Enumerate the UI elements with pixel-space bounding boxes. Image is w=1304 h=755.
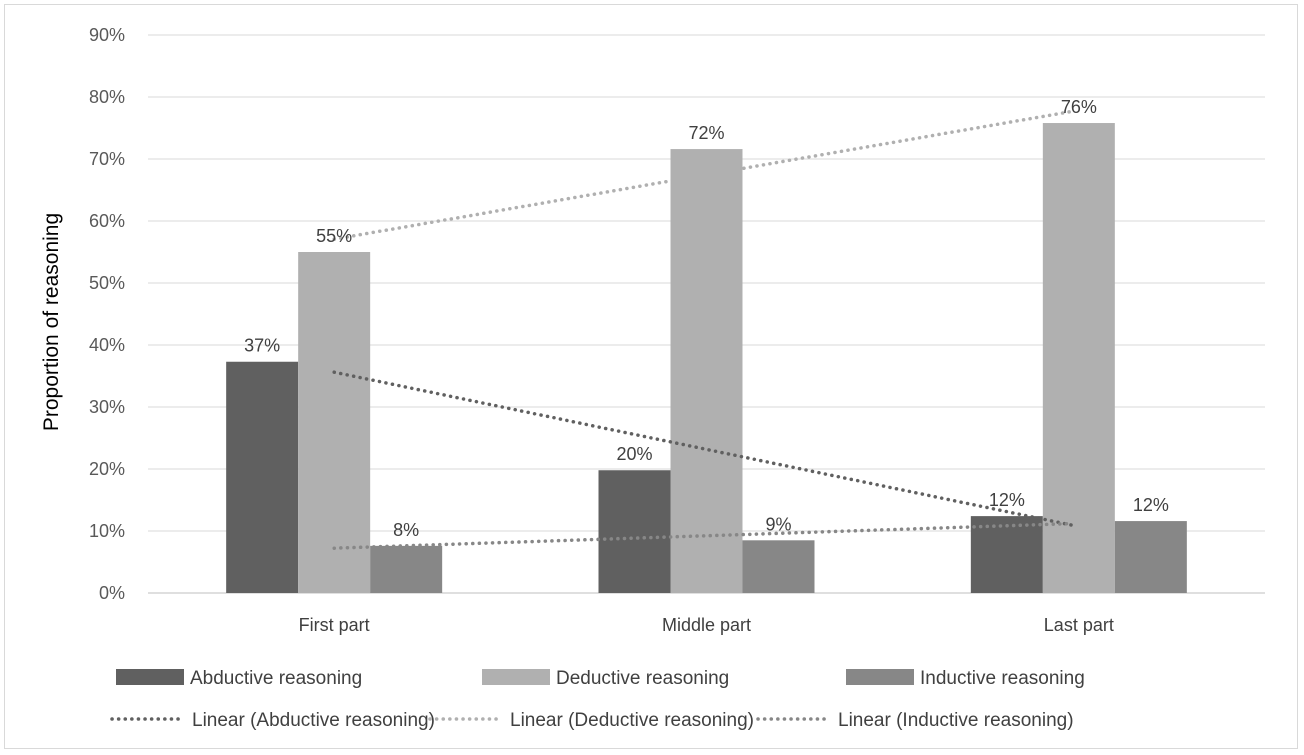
bars — [226, 123, 1187, 593]
data-label: 55% — [316, 226, 352, 246]
bar-deductive-reasoning-middle-part — [670, 149, 743, 593]
x-category-label: First part — [299, 615, 370, 635]
x-axis-categories: First part Middle part Last part — [299, 615, 1114, 635]
data-label: 20% — [616, 444, 652, 464]
legend-swatch-deductive-reasoning — [482, 669, 550, 685]
data-label: 12% — [989, 490, 1025, 510]
y-tick-label: 90% — [89, 25, 125, 45]
legend-swatch-inductive-reasoning — [846, 669, 914, 685]
chart-frame — [4, 4, 1298, 749]
y-tick-label: 50% — [89, 273, 125, 293]
legend-label: Inductive reasoning — [920, 668, 1085, 689]
y-tick-label: 70% — [89, 149, 125, 169]
data-label: 76% — [1061, 97, 1097, 117]
bar-abductive-reasoning-last-part — [970, 516, 1043, 593]
trendline-abductive-reasoning — [332, 370, 1074, 527]
trendline-inductive-reasoning — [332, 521, 1074, 550]
bar-inductive-reasoning-first-part — [370, 545, 443, 593]
legend-label: Abductive reasoning — [190, 668, 362, 689]
legend-trendline-label: Linear (Deductive reasoning) — [510, 710, 754, 731]
y-tick-label: 80% — [89, 87, 125, 107]
bar-inductive-reasoning-middle-part — [742, 540, 815, 593]
legend-swatch-abductive-reasoning — [116, 669, 184, 685]
x-category-label: Middle part — [662, 615, 751, 635]
data-label: 9% — [765, 514, 791, 534]
data-labels: 37% 55% 8% 20% 72% 9% 12% 76% 12% — [244, 97, 1169, 540]
data-label: 72% — [688, 123, 724, 143]
y-tick-label: 40% — [89, 335, 125, 355]
y-tick-label: 10% — [89, 521, 125, 541]
legend: Abductive reasoning Deductive reasoning In… — [110, 668, 1085, 731]
data-label: 37% — [244, 336, 280, 356]
y-tick-label: 60% — [89, 211, 125, 231]
data-label: 12% — [1133, 495, 1169, 515]
y-tick-label: 0% — [99, 583, 125, 603]
y-axis-label: Proportion of reasoning — [40, 213, 63, 431]
y-tick-label: 20% — [89, 459, 125, 479]
bar-inductive-reasoning-last-part — [1114, 521, 1187, 593]
trendlines — [332, 109, 1074, 550]
legend-trendline-label: Linear (Inductive reasoning) — [838, 710, 1074, 731]
y-axis-ticks: 0% 10% 20% 30% 40% 50% 60% 70% 80% 90% — [89, 25, 125, 603]
legend-label: Deductive reasoning — [556, 668, 729, 689]
bar-deductive-reasoning-last-part — [1042, 123, 1115, 593]
legend-trendline-label: Linear (Abductive reasoning) — [192, 710, 435, 731]
data-label: 8% — [393, 520, 419, 540]
bar-abductive-reasoning-middle-part — [598, 470, 671, 593]
y-tick-label: 30% — [89, 397, 125, 417]
bar-deductive-reasoning-first-part — [298, 252, 371, 593]
trendline-deductive-reasoning — [332, 109, 1074, 241]
x-category-label: Last part — [1044, 615, 1114, 635]
bar-abductive-reasoning-first-part — [226, 361, 299, 593]
